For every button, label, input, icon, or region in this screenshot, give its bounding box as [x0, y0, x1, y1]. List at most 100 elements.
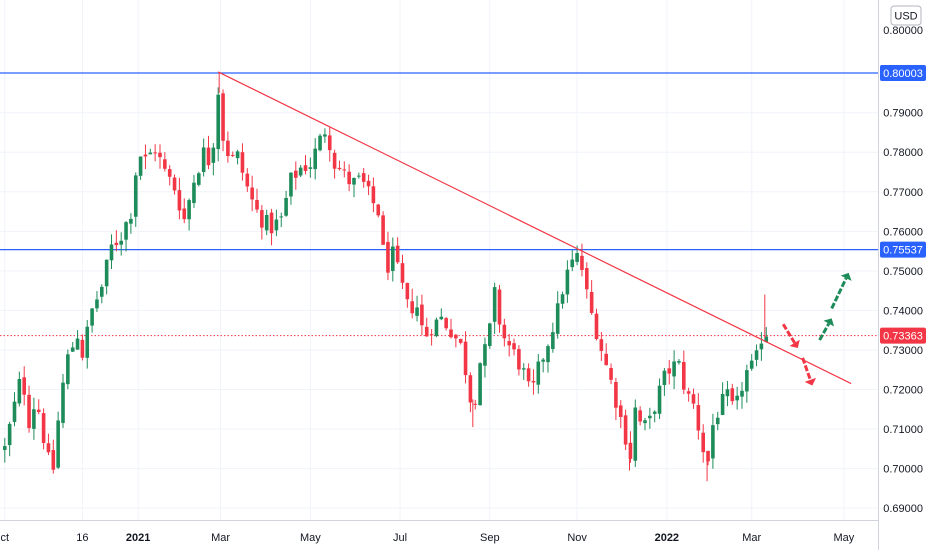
price-tag-label: 0.80003 [883, 68, 923, 80]
candle-up [129, 213, 133, 234]
candle-up [352, 177, 356, 198]
arrow-up-annotation [818, 318, 835, 341]
candle-up [565, 260, 570, 303]
candle-up [715, 411, 720, 431]
x-tick-label: Jul [393, 532, 407, 544]
candle-up [492, 282, 497, 334]
x-tick-label: Mar [742, 532, 761, 544]
candle-down [531, 369, 536, 395]
candle-up [643, 417, 647, 431]
candle-down [167, 165, 172, 186]
arrow-down-annotation [781, 323, 800, 348]
candle-up [720, 382, 725, 416]
candle-down [395, 237, 400, 264]
price-axis[interactable]: 0.69000 0.70000 0.71000 0.72000 0.73000 0.740… [883, 25, 923, 515]
candle-down [182, 198, 187, 224]
candle-up [391, 237, 395, 282]
candle-up [318, 133, 322, 152]
candle-up [551, 322, 555, 353]
arrow-down-annotation [801, 357, 817, 386]
y-tick-label: 0.69000 [883, 503, 923, 515]
candle-down [405, 282, 410, 308]
currency-label: USD [894, 11, 917, 23]
y-tick-label: 0.80000 [883, 25, 923, 37]
trendline [217, 71, 852, 385]
candle-down [226, 131, 230, 163]
descending-trendline [217, 71, 852, 385]
x-tick-label: 16 [76, 532, 88, 544]
candle-down [502, 318, 507, 347]
candle-up [488, 322, 492, 349]
candle-down [230, 151, 235, 158]
candle-down [400, 254, 405, 290]
candle-down [361, 167, 366, 188]
time-axis[interactable]: Oct 16 2021 Mar May Jul Sep Nov 2022 Mar May [0, 532, 855, 544]
currency-button[interactable]: USD [890, 5, 922, 26]
candle-down [269, 208, 274, 246]
candle-down [585, 262, 589, 299]
price-tag: 0.80003 [880, 65, 926, 82]
x-tick-label: Mar [211, 532, 230, 544]
candle-down [628, 431, 633, 463]
candle-down [614, 377, 618, 421]
candle-down [682, 350, 686, 395]
candle-down [255, 188, 259, 213]
candle-down [303, 155, 308, 175]
candle-up [740, 381, 744, 409]
candle-up [439, 308, 444, 321]
candle-down [163, 152, 167, 172]
candle-up [32, 397, 36, 440]
x-tick-label: Sep [480, 532, 500, 544]
candle-down [41, 408, 46, 450]
candle-down [580, 243, 584, 277]
candle-up [104, 259, 109, 295]
horizontal-lines [0, 72, 878, 337]
candle-up [95, 291, 99, 313]
y-tick-label: 0.73000 [883, 345, 923, 357]
candle-down [701, 424, 705, 463]
candle-up [323, 128, 327, 143]
candle-up [536, 353, 541, 394]
candle-up [274, 209, 279, 237]
candle-down [381, 211, 385, 245]
candle-down [327, 127, 332, 162]
candle-down [158, 144, 162, 169]
candle-up [745, 364, 749, 403]
candle-down [36, 399, 41, 415]
price-tag-label: 0.73363 [883, 331, 923, 343]
candle-down [458, 338, 463, 345]
candle-up [90, 308, 94, 333]
candle-up [672, 350, 676, 390]
candle-down [46, 433, 51, 456]
candle-up [7, 421, 12, 457]
candle-down [589, 280, 594, 315]
x-tick-label: 2021 [126, 532, 150, 544]
x-tick-label: Nov [567, 532, 587, 544]
y-tick-label: 0.78000 [883, 147, 923, 159]
candle-down [473, 399, 478, 410]
candle-down [245, 168, 250, 192]
candle-up [570, 249, 575, 272]
candle-down [706, 450, 710, 466]
candle-down [294, 161, 298, 190]
price-tags: 0.80003 0.75537 0.73363 [880, 65, 926, 344]
candle-up [235, 149, 240, 165]
candle-down [206, 135, 211, 170]
candle-down [371, 177, 376, 213]
candle-down [526, 363, 531, 387]
candle-down [260, 205, 264, 240]
candle-up [298, 165, 303, 178]
candle-down [449, 318, 453, 339]
y-tick-label: 0.71000 [883, 424, 923, 436]
x-tick-label: May [300, 532, 321, 544]
candle-up [308, 157, 313, 178]
candle-down [51, 439, 56, 474]
y-tick-label: 0.76000 [883, 226, 923, 238]
candle-down [468, 372, 473, 413]
candle-up [12, 392, 17, 427]
candle-up [648, 407, 652, 429]
candle-up [541, 357, 545, 373]
candle-down [250, 175, 254, 212]
